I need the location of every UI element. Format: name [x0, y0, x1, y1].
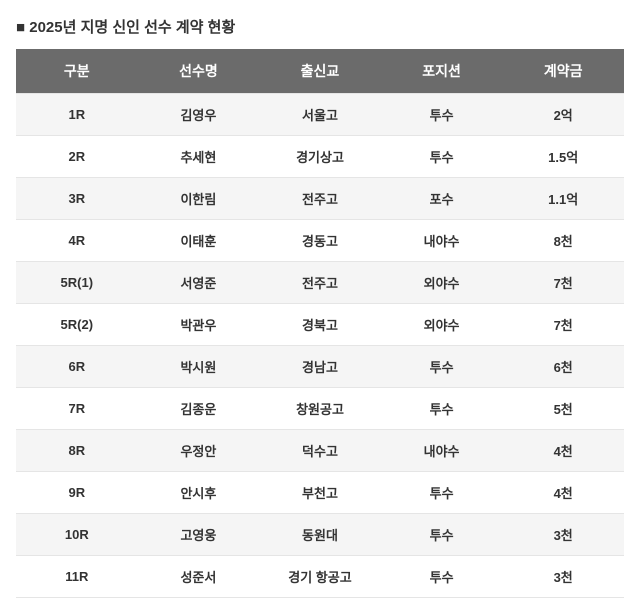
- draft-signing-table: 구분 선수명 출신교 포지션 계약금 1R김영우서울고투수2억2R추세현경기상고…: [16, 49, 624, 598]
- table-cell: 경북고: [259, 304, 381, 346]
- table-cell: 8천: [502, 220, 624, 262]
- table-cell: 고영웅: [138, 514, 260, 556]
- table-cell: 1.1억: [502, 178, 624, 220]
- table-cell: 10R: [16, 514, 138, 556]
- table-cell: 서영준: [138, 262, 260, 304]
- table-cell: 투수: [381, 346, 503, 388]
- table-row: 11R성준서경기 항공고투수3천: [16, 556, 624, 598]
- table-cell: 1.5억: [502, 136, 624, 178]
- table-cell: 부천고: [259, 472, 381, 514]
- table-cell: 투수: [381, 136, 503, 178]
- table-row: 9R안시후부천고투수4천: [16, 472, 624, 514]
- header-row: 구분 선수명 출신교 포지션 계약금: [16, 49, 624, 94]
- table-cell: 김영우: [138, 94, 260, 136]
- table-cell: 투수: [381, 94, 503, 136]
- table-cell: 7R: [16, 388, 138, 430]
- table-header: 구분 선수명 출신교 포지션 계약금: [16, 49, 624, 94]
- table-row: 7R김종운창원공고투수5천: [16, 388, 624, 430]
- col-position: 포지션: [381, 49, 503, 94]
- table-cell: 동원대: [259, 514, 381, 556]
- table-row: 10R고영웅동원대투수3천: [16, 514, 624, 556]
- table-cell: 경기상고: [259, 136, 381, 178]
- table-cell: 외야수: [381, 304, 503, 346]
- table-row: 1R김영우서울고투수2억: [16, 94, 624, 136]
- table-cell: 7천: [502, 262, 624, 304]
- table-cell: 추세현: [138, 136, 260, 178]
- col-round: 구분: [16, 49, 138, 94]
- table-cell: 5R(2): [16, 304, 138, 346]
- table-cell: 투수: [381, 388, 503, 430]
- col-school: 출신교: [259, 49, 381, 94]
- table-cell: 투수: [381, 556, 503, 598]
- table-row: 8R우정안덕수고내야수4천: [16, 430, 624, 472]
- table-cell: 2R: [16, 136, 138, 178]
- table-cell: 박관우: [138, 304, 260, 346]
- table-row: 5R(2)박관우경북고외야수7천: [16, 304, 624, 346]
- table-cell: 외야수: [381, 262, 503, 304]
- table-body: 1R김영우서울고투수2억2R추세현경기상고투수1.5억3R이한림전주고포수1.1…: [16, 94, 624, 598]
- table-cell: 3천: [502, 556, 624, 598]
- table-cell: 투수: [381, 472, 503, 514]
- table-cell: 서울고: [259, 94, 381, 136]
- table-cell: 내야수: [381, 220, 503, 262]
- table-cell: 김종운: [138, 388, 260, 430]
- table-cell: 경기 항공고: [259, 556, 381, 598]
- table-cell: 성준서: [138, 556, 260, 598]
- table-cell: 11R: [16, 556, 138, 598]
- table-cell: 경남고: [259, 346, 381, 388]
- table-cell: 5R(1): [16, 262, 138, 304]
- table-row: 4R이태훈경동고내야수8천: [16, 220, 624, 262]
- table-cell: 이태훈: [138, 220, 260, 262]
- table-row: 6R박시원경남고투수6천: [16, 346, 624, 388]
- table-cell: 박시원: [138, 346, 260, 388]
- page-title: 2025년 지명 신인 선수 계약 현황: [16, 16, 624, 37]
- table-cell: 4천: [502, 430, 624, 472]
- table-cell: 9R: [16, 472, 138, 514]
- table-cell: 7천: [502, 304, 624, 346]
- table-cell: 덕수고: [259, 430, 381, 472]
- table-cell: 6천: [502, 346, 624, 388]
- table-row: 3R이한림전주고포수1.1억: [16, 178, 624, 220]
- col-player-name: 선수명: [138, 49, 260, 94]
- table-cell: 4천: [502, 472, 624, 514]
- table-cell: 창원공고: [259, 388, 381, 430]
- table-cell: 3R: [16, 178, 138, 220]
- table-cell: 포수: [381, 178, 503, 220]
- table-cell: 1R: [16, 94, 138, 136]
- table-row: 2R추세현경기상고투수1.5억: [16, 136, 624, 178]
- table-cell: 3천: [502, 514, 624, 556]
- table-cell: 안시후: [138, 472, 260, 514]
- table-cell: 경동고: [259, 220, 381, 262]
- table-cell: 2억: [502, 94, 624, 136]
- table-cell: 4R: [16, 220, 138, 262]
- table-cell: 전주고: [259, 178, 381, 220]
- table-cell: 5천: [502, 388, 624, 430]
- table-cell: 우정안: [138, 430, 260, 472]
- table-cell: 6R: [16, 346, 138, 388]
- table-cell: 투수: [381, 514, 503, 556]
- table-cell: 전주고: [259, 262, 381, 304]
- table-cell: 이한림: [138, 178, 260, 220]
- col-signing-bonus: 계약금: [502, 49, 624, 94]
- table-cell: 내야수: [381, 430, 503, 472]
- table-row: 5R(1)서영준전주고외야수7천: [16, 262, 624, 304]
- table-cell: 8R: [16, 430, 138, 472]
